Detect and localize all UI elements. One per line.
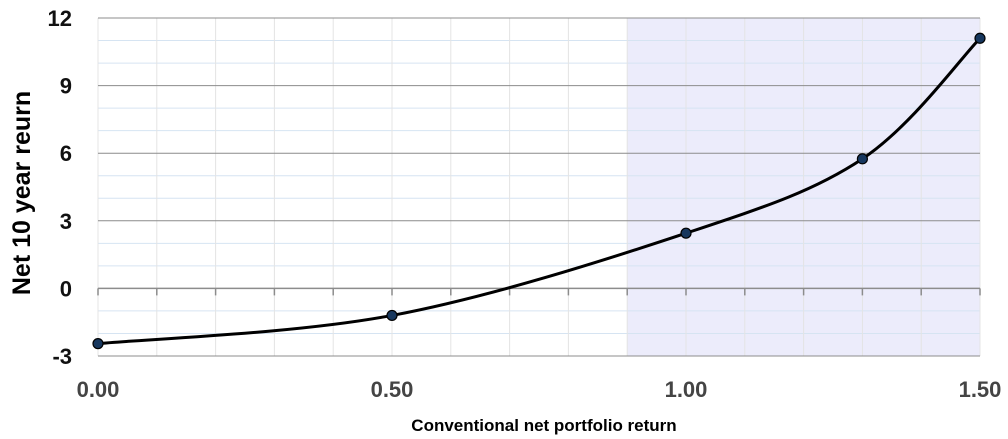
x-tick-label: 0.00 [77,377,120,402]
y-tick-labels: -3 0 3 6 9 12 [48,6,72,369]
series-line [97,37,982,346]
y-tick-label: 6 [60,141,72,166]
minor-gridlines [98,40,980,334]
x-tick-label: 1.50 [959,377,1002,402]
data-point [92,338,104,350]
x-axis-ticks [97,288,981,296]
data-point [856,153,869,165]
data-point [386,309,398,322]
series-markers [92,32,986,350]
y-tick-label: -3 [52,344,72,369]
y-axis-title: Net 10 year reurn [8,91,36,295]
x-tick-label: 1.00 [665,377,708,402]
x-axis-title: Conventional net portfolio return [411,416,676,435]
x-tick-labels: 0.00 0.50 1.00 1.50 [77,377,1002,402]
y-tick-label: 0 [60,276,72,301]
data-point [974,32,986,44]
y-tick-label: 12 [48,6,72,31]
x-tick-label: 0.50 [371,377,414,402]
vertical-gridlines [97,18,981,356]
y-tick-label: 9 [60,74,72,99]
y-tick-label: 3 [60,209,72,234]
data-point [680,227,692,239]
major-gridlines [98,17,980,357]
